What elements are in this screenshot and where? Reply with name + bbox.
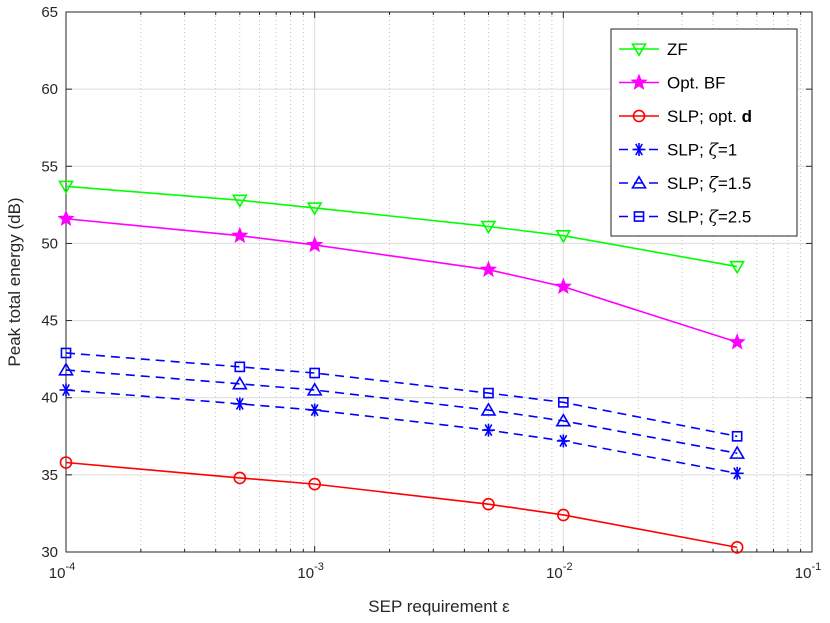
legend-entry-slp_z25: SLP; ζ=2.5 [619,208,751,228]
legend-label: SLP; ζ=1 [667,141,737,161]
series-slp_optd [59,456,744,554]
series-optbf [57,209,746,350]
series-slp_z1 [59,383,744,480]
series-layer [57,180,746,554]
data-point-slp_z25 [557,396,569,408]
data-point-slp_z15 [58,362,74,376]
series-line-slp_z1 [65,389,738,475]
legend-label: SLP; opt. d [667,107,752,126]
data-point-zf [306,202,323,216]
legend-marker [631,175,647,189]
x-tick-label: 10-1 [795,561,821,582]
data-point-slp_optd [557,508,570,522]
y-axis-label: Peak total energy (dB) [5,197,24,366]
y-tick-label: 55 [41,158,58,175]
legend-label: ZF [667,40,688,59]
data-point-optbf [728,333,746,350]
data-point-slp_z15 [231,376,248,390]
data-point-slp_z25 [234,361,246,373]
data-point-zf [729,260,746,275]
data-point-slp_z1 [59,383,73,397]
data-point-zf [555,230,572,244]
data-point-slp_z15 [480,402,497,416]
data-point-optbf [554,277,572,294]
x-tick-label: 10-3 [297,561,323,582]
x-tick-label: 10-4 [49,561,75,582]
data-point-slp_z1 [308,403,322,417]
data-point-slp_z25 [60,347,72,359]
series-slp_z15 [58,362,746,459]
data-point-slp_optd [482,497,495,511]
data-point-optbf [306,235,324,253]
y-tick-label: 40 [41,390,58,407]
y-tick-label: 45 [41,313,58,330]
x-axis-label: SEP requirement ε [368,597,510,616]
y-tick-label: 30 [41,544,58,561]
data-point-slp_z1 [233,397,247,411]
series-line-zf [65,185,738,268]
data-point-slp_optd [233,471,247,485]
data-point-slp_z15 [729,445,746,459]
series-zf [58,180,746,275]
legend-entry-slp_optd: SLP; opt. d [619,107,752,126]
x-tick-labels: 10-4 10-3 10-2 10-1 [49,561,821,582]
legend-marker [631,43,647,57]
data-point-slp_optd [730,541,744,554]
data-point-slp_z1 [481,423,495,437]
series-slp_z25 [60,347,743,442]
legend-entry-optbf: Opt. BF [619,73,726,93]
legend-label: SLP; ζ=2.5 [667,208,751,228]
legend-label: Opt. BF [667,74,726,93]
legend-marker [632,109,646,123]
series-line-optbf [65,217,738,343]
y-tick-label: 60 [41,81,58,98]
axis-ticks [65,11,813,553]
legend-marker [630,73,648,90]
data-point-zf [58,180,74,195]
series-line-slp_z25 [65,352,738,438]
series-line-slp_optd [65,461,738,549]
data-point-slp_z15 [306,382,323,396]
data-point-zf [480,220,497,235]
legend: ZF Opt. BF SLP; opt. d SLP; ζ=1 SLP; ζ=1.5 SL… [610,28,798,237]
data-point-slp_z25 [309,367,321,379]
data-point-slp_z25 [731,430,743,442]
legend-entry-zf: ZF [619,40,688,59]
legend-marker [632,143,646,156]
y-tick-label: 35 [41,467,58,484]
series-line-slp_z15 [65,369,738,455]
data-point-slp_z1 [730,466,744,480]
legend-box [610,28,798,237]
y-tick-label: 50 [41,235,58,252]
data-point-optbf [479,260,498,277]
data-point-slp_z25 [483,387,494,399]
legend-entry-slp_z1: SLP; ζ=1 [619,141,737,161]
data-point-slp_z1 [556,434,570,448]
legend-entry-slp_z15: SLP; ζ=1.5 [619,174,751,194]
legend-marker [633,211,645,222]
data-point-zf [231,194,248,208]
data-point-slp_optd [59,456,73,469]
data-point-slp_optd [308,477,321,491]
axes-box [65,11,813,553]
data-point-optbf [57,209,75,227]
x-tick-label: 10-2 [546,561,572,582]
y-tick-label: 65 [41,4,58,21]
legend-label: SLP; ζ=1.5 [667,174,751,194]
data-point-slp_z15 [555,413,572,427]
data-point-optbf [231,226,249,244]
y-tick-labels: 30 35 40 45 50 55 60 65 [41,4,58,561]
